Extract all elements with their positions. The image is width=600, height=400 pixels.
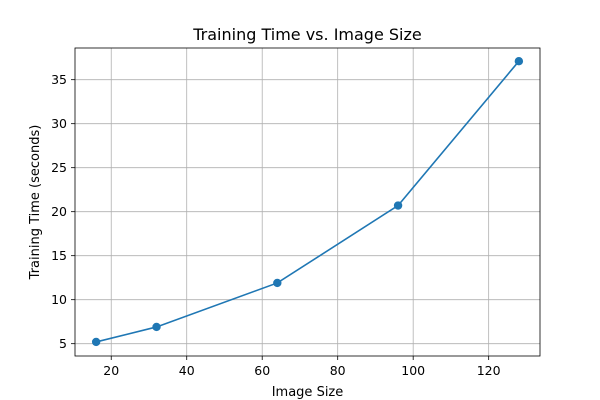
data-point [514,57,524,66]
data-point [393,201,403,210]
plot-area-frame [74,47,541,357]
ticks: 20 40 60 80 100 120 5 10 15 20 25 30 35 [51,72,501,378]
y-tick-label: 30 [51,116,67,131]
x-tick-label: 60 [254,363,270,378]
data-point [152,322,161,332]
x-tick-label: 40 [179,363,195,378]
y-axis-label: Training Time (seconds) [28,125,43,281]
y-tick-label: 10 [51,292,67,307]
x-tick-label: 100 [401,363,425,378]
data-point [91,337,101,347]
x-tick-label: 20 [103,363,119,378]
y-tick-label: 25 [51,160,67,175]
x-tick-label: 80 [330,363,346,378]
chart-title: Training Time vs. Image Size [192,25,421,44]
grid [75,48,540,356]
x-tick-label: 120 [477,363,501,378]
y-tick-label: 20 [51,204,67,219]
series-layer [91,57,524,347]
y-tick-label: 15 [51,248,67,263]
y-tick-label: 35 [51,72,67,87]
x-axis-label: Image Size [272,385,344,400]
y-tick-label: 5 [59,336,67,351]
data-point [273,278,282,288]
